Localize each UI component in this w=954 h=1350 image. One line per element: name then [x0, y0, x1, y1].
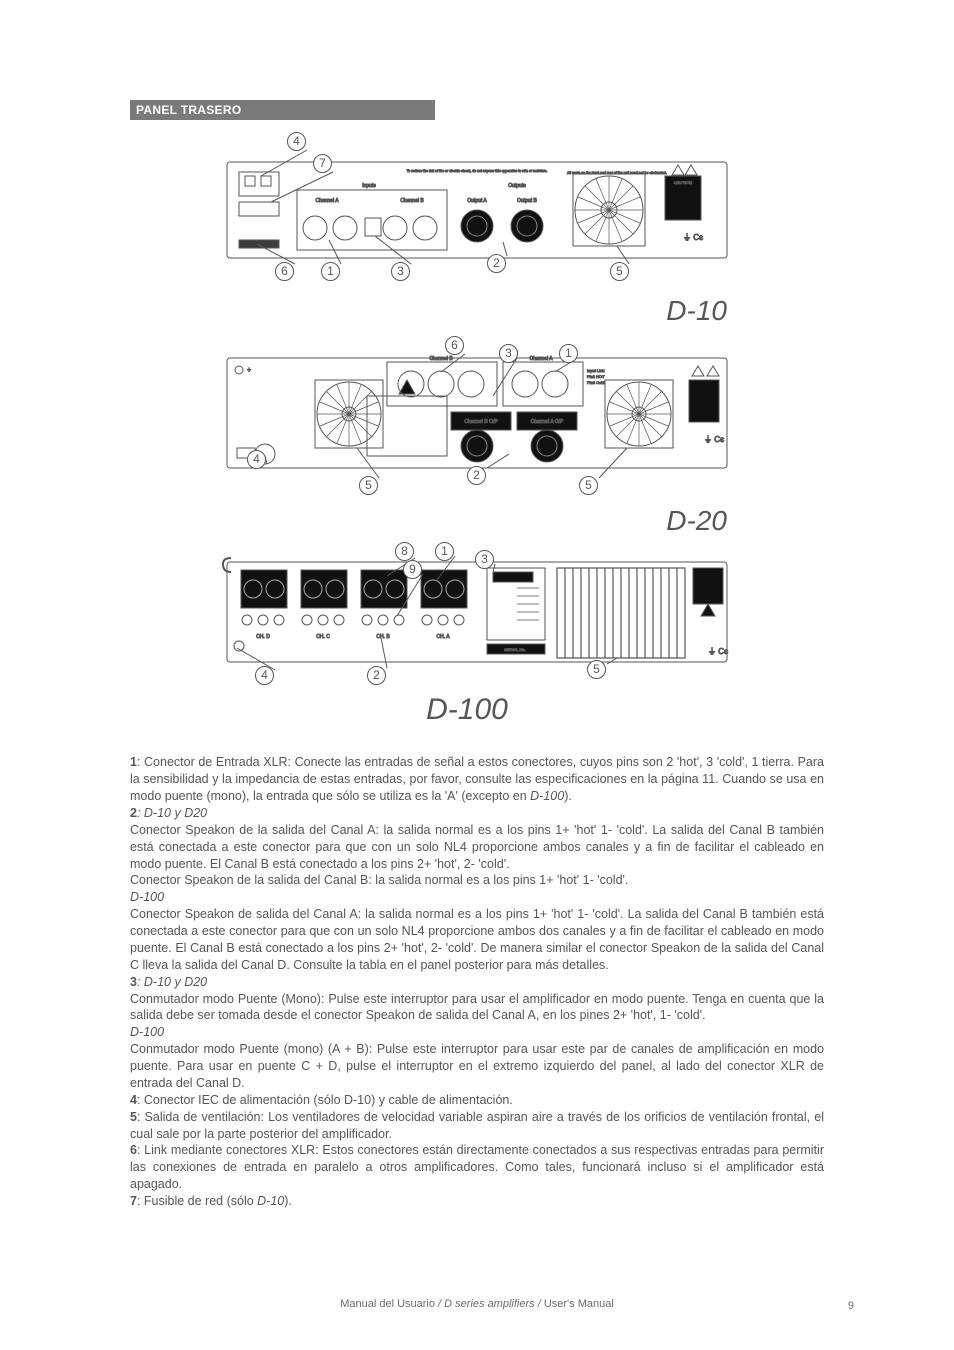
svg-text:+: +	[247, 367, 251, 374]
callout-5: 5	[579, 476, 598, 495]
callout-5: 5	[359, 476, 378, 495]
lead-3: 3	[130, 975, 137, 989]
svg-text:All vents on the front and rea: All vents on the front and rear of the u…	[567, 171, 667, 175]
footer-left: Manual del Usuario	[340, 1298, 435, 1310]
svg-text:CH. D: CH. D	[256, 634, 270, 640]
callout-2: 2	[467, 466, 486, 485]
callout-1: 1	[559, 344, 578, 363]
text-p4: : Conector IEC de alimentación (sólo D-1…	[137, 1093, 513, 1107]
text-p2c: Conector Speakon de salida del Canal A: …	[130, 906, 824, 974]
svg-text:⏚ Ϲє: ⏚ Ϲє	[683, 233, 703, 242]
callout-4: 4	[255, 666, 274, 685]
callout-8: 8	[395, 542, 414, 561]
text-p3b: Conmutador modo Puente (mono) (A + B): P…	[130, 1041, 824, 1092]
callout-9: 9	[403, 560, 422, 579]
text-p3a: Conmutador modo Puente (Mono): Pulse est…	[130, 991, 824, 1025]
text-p6: : Link mediante conectores XLR: Estos co…	[130, 1143, 824, 1191]
svg-text:CH. B: CH. B	[376, 634, 390, 640]
footer-mid: / D series amplifiers /	[435, 1298, 544, 1310]
panel-d20: + Channel B Channel A Channel B O/P Chan…	[207, 336, 747, 492]
text-p1-tail: ).	[564, 789, 572, 803]
svg-text:Inputs: Inputs	[362, 183, 376, 189]
svg-text:CH. A: CH. A	[436, 634, 450, 640]
panel-d10: Inputs Channel A Channel B Outputs Outpu…	[207, 132, 747, 282]
footer-right: User's Manual	[544, 1298, 614, 1310]
model-label-d10: D-10	[207, 292, 747, 330]
svg-text:Channel B: Channel B	[400, 198, 424, 204]
svg-text:Channel A: Channel A	[529, 356, 553, 362]
svg-text:Pin3 Cold: Pin3 Cold	[587, 380, 604, 385]
callout-6: 6	[445, 336, 464, 355]
model-ref-d100-b: D-100	[130, 1025, 164, 1039]
models-ref-3: : D-10 y D20	[137, 975, 207, 989]
body-copy: 1: Conector de Entrada XLR: Conecte las …	[130, 754, 824, 1210]
callout-2: 2	[367, 666, 386, 685]
d10-drawing: Inputs Channel A Channel B Outputs Outpu…	[217, 132, 737, 282]
text-p7: : Fusible de red (sólo	[137, 1194, 257, 1208]
lead-4: 4	[130, 1093, 137, 1107]
svg-text:Channel B O/P: Channel B O/P	[464, 419, 498, 425]
svg-text:Channel A: Channel A	[315, 198, 339, 204]
svg-text:To reduce the risk of fire or: To reduce the risk of fire or electric s…	[407, 169, 548, 173]
text-p7-tail: ).	[284, 1194, 292, 1208]
svg-text:Output B: Output B	[517, 198, 537, 204]
lead-6: 6	[130, 1143, 137, 1157]
text-p2a: Conector Speakon de la salida del Canal …	[130, 822, 824, 873]
svg-text:CAUTION: CAUTION	[674, 180, 692, 185]
panel-d100: CH. D CH. C CH. B CH. A	[207, 546, 747, 680]
callout-4: 4	[247, 450, 266, 469]
callout-3: 3	[475, 550, 494, 569]
model-ref-d100-a: D-100	[130, 890, 164, 904]
text-p1: : Conector de Entrada XLR: Conecte las e…	[130, 755, 824, 803]
page-footer: Manual del Usuario / D series amplifiers…	[0, 1297, 954, 1312]
model-ref-7: D-10	[257, 1194, 284, 1208]
svg-text:⏚ Ϲє: ⏚ Ϲє	[708, 647, 728, 656]
svg-text:Input Link: Input Link	[587, 368, 604, 373]
model-ref-1: D-100	[530, 789, 564, 803]
section-header: PANEL TRASERO	[130, 100, 435, 120]
page-number: 9	[848, 1299, 854, 1314]
svg-text:CH. C: CH. C	[316, 634, 330, 640]
text-p2b: Conector Speakon de la salida del Canal …	[130, 872, 824, 889]
lead-5: 5	[130, 1110, 137, 1124]
model-label-d20: D-20	[207, 502, 747, 540]
svg-text:Channel B: Channel B	[429, 356, 453, 362]
lead-7: 7	[130, 1194, 137, 1208]
svg-text:Output A: Output A	[467, 198, 487, 204]
models-ref-2: : D-10 y D20	[137, 806, 207, 820]
lead-1: 1	[130, 755, 137, 769]
callout-3: 3	[499, 344, 518, 363]
svg-text:⏚ Ϲє: ⏚ Ϲє	[704, 435, 724, 444]
panel-diagrams-container: Inputs Channel A Channel B Outputs Outpu…	[130, 132, 824, 730]
svg-text:Outputs: Outputs	[508, 183, 526, 189]
callout-5: 5	[587, 660, 606, 679]
model-label-d100: D-100	[207, 690, 747, 731]
svg-text:Channel A O/P: Channel A O/P	[531, 419, 564, 425]
svg-text:SERIAL No.: SERIAL No.	[504, 647, 525, 652]
svg-text:Pin2 HOT: Pin2 HOT	[587, 374, 605, 379]
lead-2: 2	[130, 806, 137, 820]
callout-1: 1	[435, 542, 454, 561]
text-p5: : Salida de ventilación: Los ventiladore…	[130, 1110, 824, 1141]
